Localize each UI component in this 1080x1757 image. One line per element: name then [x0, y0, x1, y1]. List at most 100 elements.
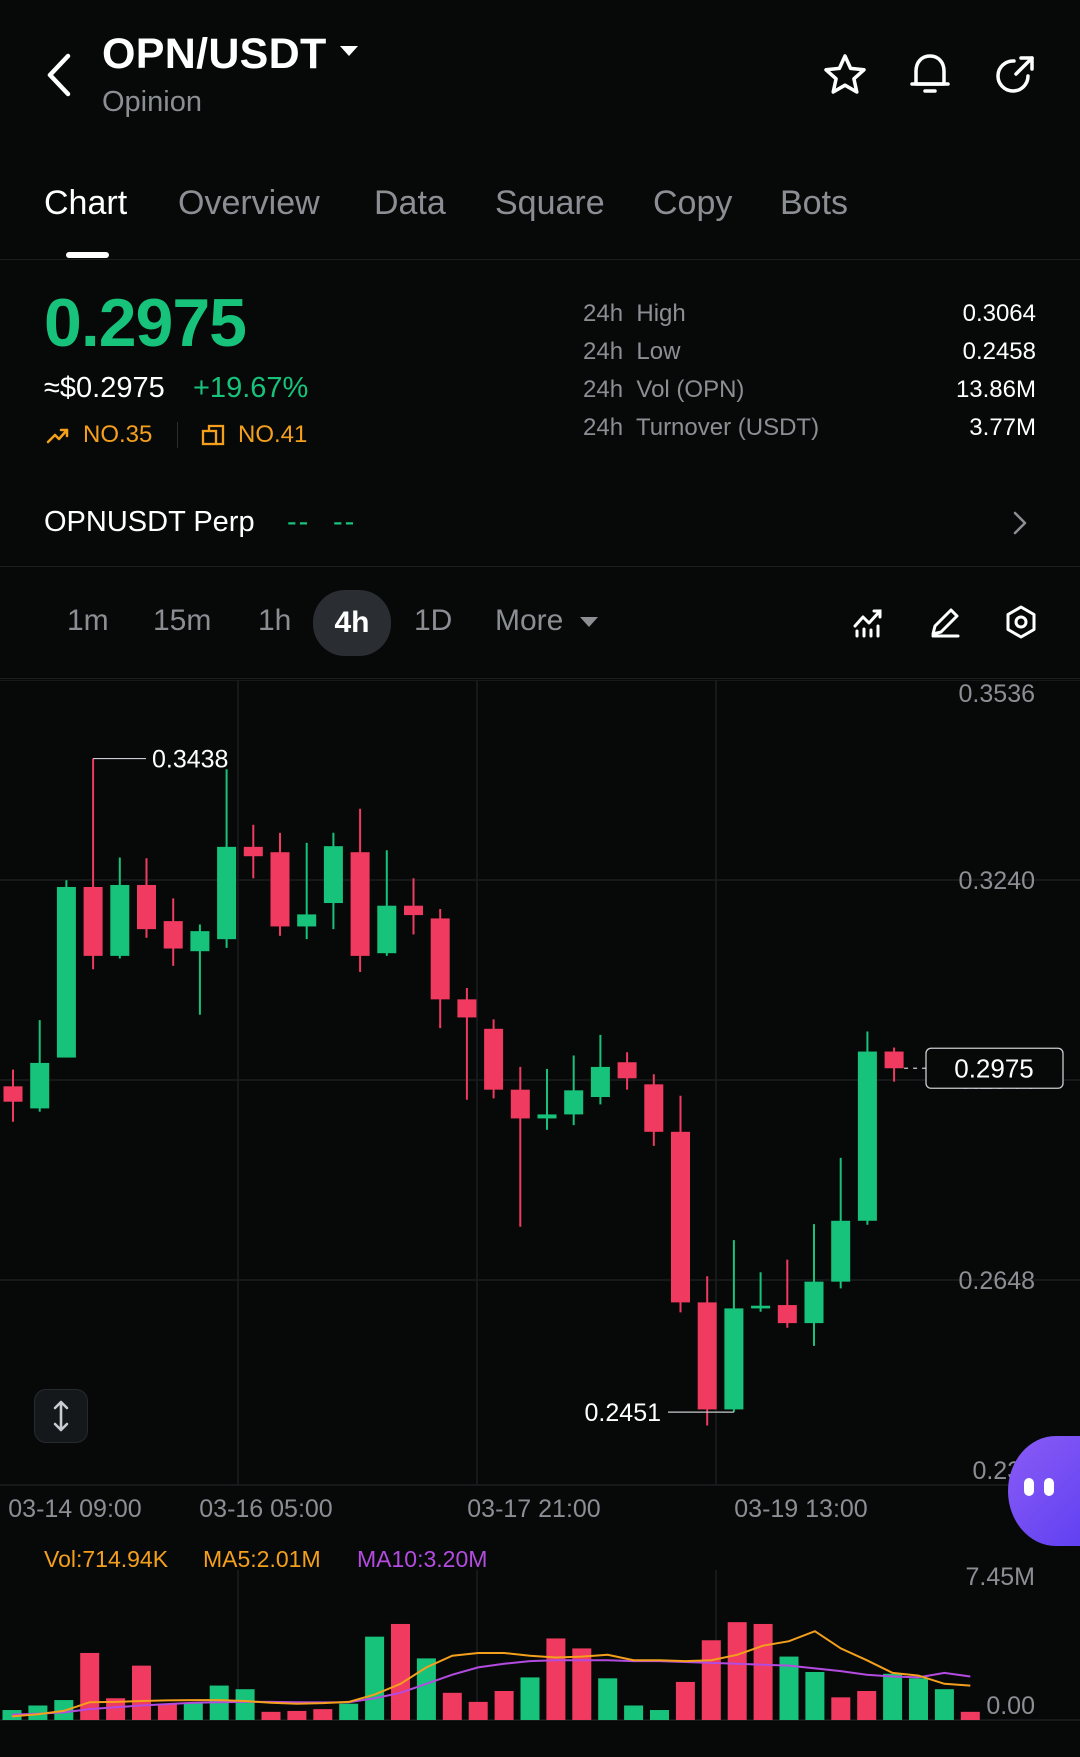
candle-body [617, 1062, 637, 1079]
volume-bar [960, 1711, 980, 1720]
tab-active-indicator [66, 252, 109, 258]
interval-more[interactable]: More [495, 604, 564, 637]
star-icon[interactable] [822, 52, 868, 98]
stat-value-vol: 13.86M [955, 376, 1036, 403]
indicators-icon[interactable] [852, 606, 886, 638]
more-caret-icon[interactable] [580, 617, 598, 627]
chevron-right-icon[interactable] [1012, 510, 1028, 541]
perp-link[interactable]: OPNUSDT Perp [44, 506, 255, 538]
candle-body [590, 1066, 610, 1098]
candle-body [644, 1084, 664, 1132]
ma5-line [11, 1630, 971, 1718]
candle-body [190, 931, 210, 952]
volume-bar [546, 1638, 566, 1720]
stat-value-turnover: 3.77M [969, 414, 1036, 441]
volume-bar [520, 1677, 540, 1720]
volume-legend-ma10: MA10:3.20M [357, 1546, 488, 1572]
candle-body [323, 846, 343, 904]
volume-bar [779, 1656, 799, 1720]
volume-bar [805, 1671, 825, 1720]
candle-body [270, 852, 290, 927]
market-cap-rank[interactable]: NO.41 [238, 421, 308, 448]
ma10-line [11, 1659, 971, 1716]
volume-bar [261, 1711, 281, 1720]
candle-body [510, 1089, 530, 1119]
volume-bar [753, 1623, 773, 1720]
volume-bar [157, 1703, 177, 1720]
vertical-resize-icon [53, 1400, 69, 1432]
chart-settings-icon[interactable] [1003, 604, 1039, 640]
trend-rank[interactable]: NO.35 [83, 421, 153, 448]
candle-body [724, 1308, 744, 1410]
candle-body [3, 1086, 23, 1102]
interval-1h[interactable]: 1h [258, 604, 292, 637]
tab-bots[interactable]: Bots [780, 184, 849, 222]
draw-pencil-icon[interactable] [928, 605, 962, 639]
volume-bar [391, 1623, 410, 1720]
stat-value-low: 0.2458 [962, 338, 1036, 365]
candle-body [884, 1051, 904, 1069]
tab-chart[interactable]: Chart [44, 184, 128, 222]
volume-bar [572, 1648, 592, 1720]
divider [0, 566, 1080, 567]
volume-bar [2, 1710, 22, 1720]
low-price-label: 0.2451 [585, 1399, 661, 1427]
volume-bar [857, 1691, 877, 1720]
interval-1d[interactable]: 1D [414, 604, 453, 637]
volume-legend-vol: Vol:714.94K [44, 1546, 169, 1572]
volume-bar [831, 1697, 851, 1720]
volume-legend-ma5: MA5:2.01M [203, 1546, 321, 1572]
candle-body [110, 884, 130, 956]
pair-dropdown-icon[interactable] [340, 46, 358, 56]
stat-value-high: 0.3064 [962, 300, 1036, 327]
candle-body [404, 905, 423, 916]
interval-4h[interactable]: 4h [313, 590, 391, 656]
candle-body [537, 1114, 557, 1119]
volume-bar [183, 1702, 203, 1720]
volume-bar [339, 1703, 359, 1720]
volume-bar [313, 1709, 333, 1720]
candle-body [831, 1220, 851, 1282]
candle-body [83, 886, 103, 956]
tab-square[interactable]: Square [495, 184, 605, 222]
candle-body [671, 1131, 690, 1303]
x-tick-label: 03-16 05:00 [199, 1495, 332, 1523]
y-tick-label: 0.3536 [959, 680, 1035, 708]
volume-bar [909, 1678, 928, 1720]
expand-chart-button[interactable] [34, 1389, 88, 1443]
back-icon[interactable] [44, 52, 74, 98]
assistant-eye-icon [1044, 1478, 1054, 1496]
tab-copy[interactable]: Copy [653, 184, 733, 222]
candle-body [350, 852, 370, 956]
candle-body [30, 1062, 50, 1109]
x-tick-label: 03-19 13:00 [734, 1495, 867, 1523]
candle-body [857, 1051, 877, 1221]
candle-body [217, 846, 237, 940]
perp-change: -- [333, 506, 357, 538]
volume-bar [416, 1658, 436, 1720]
trend-icon [46, 425, 70, 450]
stat-label-turnover: 24h Turnover (USDT) [583, 414, 820, 441]
share-icon[interactable] [992, 52, 1038, 98]
pair-title[interactable]: OPN/USDT [102, 30, 327, 78]
candle-body [163, 921, 183, 949]
volume-bar [650, 1710, 669, 1720]
assistant-bubble-button[interactable] [1008, 1436, 1080, 1546]
volume-bar [675, 1681, 695, 1720]
tab-data[interactable]: Data [374, 184, 446, 222]
candlestick-chart[interactable]: 0.35360.32400.29440.26480.2350.34380.245… [0, 680, 1080, 1530]
interval-15m[interactable]: 15m [153, 604, 212, 637]
volume-bar [132, 1665, 151, 1720]
volume-bar [287, 1710, 307, 1720]
candle-body [804, 1281, 824, 1324]
tab-overview[interactable]: Overview [178, 184, 320, 222]
bell-icon[interactable] [907, 50, 953, 98]
volume-bar [883, 1673, 903, 1720]
candle-body [564, 1090, 584, 1115]
volume-bar [442, 1692, 462, 1720]
volume-bar [494, 1691, 514, 1720]
stat-label-low: 24h Low [583, 338, 681, 365]
market-cap-icon [201, 424, 225, 451]
interval-1m[interactable]: 1m [67, 604, 109, 637]
perp-price: -- [287, 506, 311, 538]
